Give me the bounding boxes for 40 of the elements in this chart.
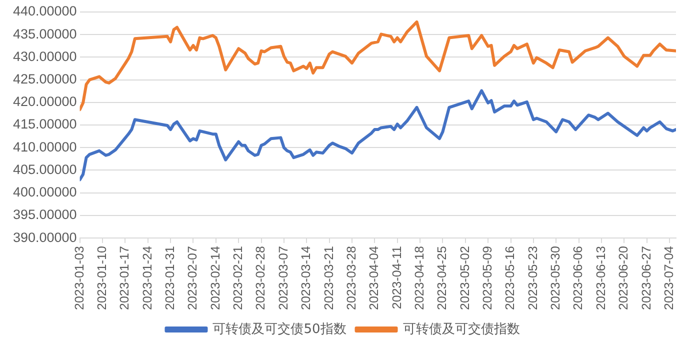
x-tick-label: 2023-06-06 xyxy=(571,246,586,310)
x-tick-label: 2023-04-18 xyxy=(412,246,426,310)
x-tick-label: 2023-01-24 xyxy=(140,246,154,310)
y-tick-label: 390.00000 xyxy=(12,230,77,245)
x-tick-label: 2023-02-21 xyxy=(231,246,246,310)
x-tick-label: 2023-03-28 xyxy=(344,246,358,310)
x-tick-label: 2023-05-02 xyxy=(458,246,472,310)
x-tick-label: 2023-04-11 xyxy=(390,246,404,310)
x-tick-label: 2023-04-25 xyxy=(435,246,450,310)
x-tick-label: 2023-06-13 xyxy=(594,246,608,310)
x-tick-label: 2023-06-27 xyxy=(639,246,654,310)
x-tick-label: 2023-05-16 xyxy=(503,246,518,310)
y-tick-label: 440.00000 xyxy=(12,4,77,19)
x-tick-label: 2023-01-17 xyxy=(118,246,132,310)
x-tick-label: 2023-05-09 xyxy=(480,246,495,310)
x-tick-label: 2023-01-10 xyxy=(94,246,109,310)
legend-label: 可转债及可交债指数 xyxy=(402,320,520,337)
x-tick-label: 2023-02-28 xyxy=(254,246,268,310)
x-tick-label: 2023-03-21 xyxy=(322,246,336,310)
y-tick-label: 420.00000 xyxy=(12,94,77,110)
legend-label: 可转债及可交债50指数 xyxy=(212,320,346,337)
y-tick-label: 435.00000 xyxy=(12,26,77,42)
x-tick-label: 2023-04-04 xyxy=(367,246,382,310)
x-tick-label: 2023-01-03 xyxy=(72,246,86,310)
y-tick-label: 430.00000 xyxy=(12,48,77,64)
x-tick-label: 2023-02-14 xyxy=(208,246,222,310)
x-tick-label: 2023-06-20 xyxy=(616,246,631,310)
y-tick-label: 405.00000 xyxy=(12,162,77,177)
y-tick-label: 425.00000 xyxy=(12,72,77,87)
y-tick-label: 415.00000 xyxy=(12,116,77,132)
x-tick-label: 2023-02-07 xyxy=(186,246,200,310)
y-tick-label: 410.00000 xyxy=(12,139,77,154)
x-tick-label: 2023-03-07 xyxy=(276,246,290,310)
x-tick-label: 2023-07-04 xyxy=(662,246,676,310)
y-tick-label: 395.00000 xyxy=(12,207,77,222)
x-tick-label: 2023-05-23 xyxy=(526,246,540,310)
y-tick-label: 400.00000 xyxy=(12,184,77,200)
x-tick-label: 2023-03-14 xyxy=(299,246,314,310)
x-tick-label: 2023-01-31 xyxy=(162,246,177,310)
x-tick-label: 2023-05-30 xyxy=(548,246,563,310)
